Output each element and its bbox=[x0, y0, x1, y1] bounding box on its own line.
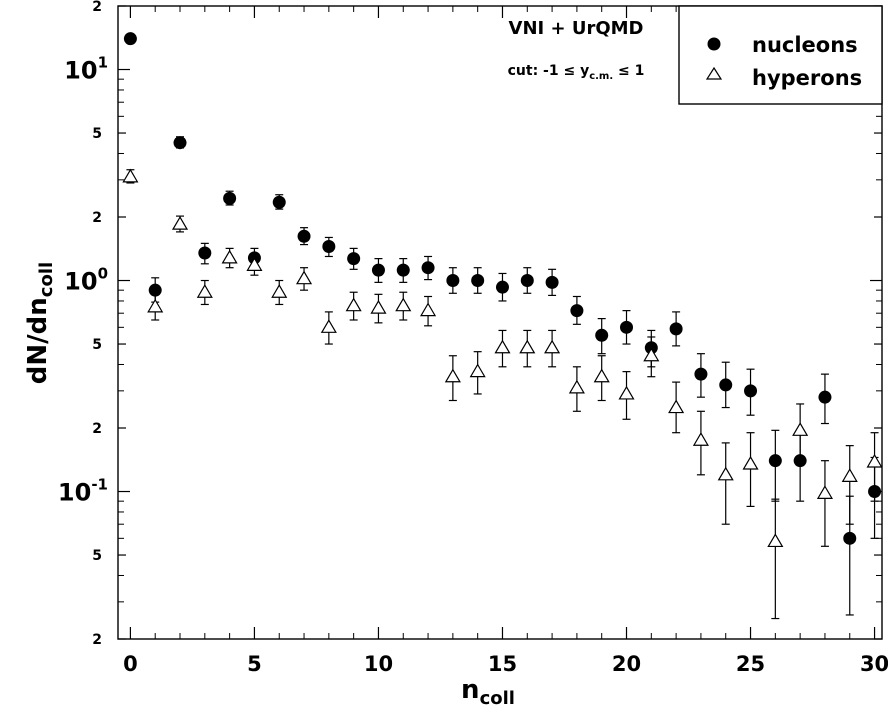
y-axis-title-sub: coll bbox=[36, 262, 57, 297]
nucleons-point bbox=[818, 390, 832, 404]
legend-box bbox=[678, 5, 883, 105]
nucleons-point bbox=[446, 274, 460, 288]
nucleons-point bbox=[471, 274, 485, 288]
hyperons-point bbox=[717, 466, 734, 481]
nucleons-point bbox=[371, 263, 385, 277]
y-axis-title-main: dN/dn bbox=[23, 297, 53, 384]
nucleons-point bbox=[396, 263, 410, 277]
nucleons-point bbox=[843, 531, 857, 545]
hyperons-point bbox=[692, 432, 709, 446]
annotation-title: VNI + UrQMD bbox=[509, 18, 644, 39]
hyperons-point bbox=[171, 215, 189, 230]
nucleons-point bbox=[223, 191, 237, 205]
nucleons-point bbox=[744, 384, 758, 398]
y-tick-label: 5 bbox=[92, 337, 102, 353]
hyperons-point bbox=[767, 533, 784, 548]
nucleons-point bbox=[123, 32, 137, 46]
hyperons-point bbox=[370, 299, 387, 314]
data-points bbox=[122, 32, 883, 620]
nucleons-point bbox=[322, 239, 336, 253]
nucleons-point bbox=[495, 280, 509, 294]
x-tick-label: 10 bbox=[364, 652, 393, 676]
hyperons-point bbox=[345, 297, 362, 312]
plot-frame bbox=[117, 5, 883, 640]
legend-label-nucleons: nucleons bbox=[752, 33, 858, 57]
y-tick-label: 5 bbox=[92, 126, 102, 142]
x-tick-label: 25 bbox=[736, 652, 765, 676]
nucleons-point bbox=[719, 378, 733, 392]
y-tick-label: 2 bbox=[92, 421, 102, 437]
nucleons-point bbox=[768, 454, 782, 468]
hyperons-point bbox=[519, 339, 536, 354]
y-tick-label: 2 bbox=[92, 210, 102, 226]
x-tick-label: 0 bbox=[123, 652, 138, 676]
x-tick-label: 5 bbox=[247, 652, 262, 676]
legend-marker-nucleons bbox=[707, 37, 721, 51]
nucleons-point bbox=[347, 252, 361, 266]
x-axis-title-sub: coll bbox=[480, 688, 515, 709]
nucleons-point bbox=[198, 246, 212, 260]
nucleons-point bbox=[520, 274, 534, 288]
annotation-cut: cut: -1 ≤ yc.m. ≤ 1 bbox=[508, 63, 645, 82]
y-tick-label: 101 bbox=[64, 54, 108, 85]
x-tick-label: 20 bbox=[612, 652, 641, 676]
nucleons-point bbox=[545, 275, 559, 289]
hyperons-point bbox=[246, 257, 263, 271]
hyperons-point bbox=[221, 249, 238, 264]
legend-marker-hyperons bbox=[705, 66, 723, 80]
hyperons-point bbox=[742, 455, 759, 470]
hyperons-point bbox=[271, 284, 288, 298]
nucleons-point bbox=[272, 195, 286, 209]
legend-label-hyperons: hyperons bbox=[752, 66, 862, 90]
hyperons-point bbox=[295, 270, 313, 285]
hyperons-point bbox=[841, 468, 858, 482]
y-tick-label: 10-1 bbox=[58, 476, 108, 507]
hyperons-point bbox=[420, 302, 437, 317]
nucleons-point bbox=[620, 320, 634, 334]
nucleons-point bbox=[694, 367, 708, 381]
nucleons-point bbox=[421, 261, 435, 275]
x-tick-label: 15 bbox=[488, 652, 517, 676]
hyperons-point bbox=[643, 347, 660, 362]
hyperons-point bbox=[444, 368, 461, 383]
annotation-cut-sub: c.m. bbox=[589, 71, 613, 82]
nucleons-point bbox=[595, 328, 609, 342]
y-tick-label: 100 bbox=[64, 265, 108, 296]
y-tick-label: 2 bbox=[92, 0, 102, 15]
hyperons-point bbox=[494, 339, 511, 354]
x-axis-title-main: n bbox=[461, 675, 480, 705]
nucleons-point bbox=[669, 322, 683, 336]
hyperons-point bbox=[147, 298, 164, 313]
x-axis-title: ncoll bbox=[461, 675, 515, 709]
nucleons-point bbox=[173, 136, 187, 150]
hyperons-point bbox=[568, 379, 585, 394]
hyperons-point bbox=[593, 368, 610, 383]
y-axis-title: dN/dncoll bbox=[23, 262, 57, 384]
x-tick-label: 30 bbox=[860, 652, 888, 676]
nucleons-point bbox=[570, 304, 584, 318]
y-tick-label: 2 bbox=[92, 632, 102, 648]
hyperons-point bbox=[792, 422, 809, 436]
hyperons-point bbox=[866, 453, 883, 468]
legend: nucleons hyperons bbox=[678, 5, 883, 105]
hyperons-point bbox=[469, 363, 486, 378]
hyperons-point bbox=[816, 485, 833, 499]
hyperons-point bbox=[668, 399, 685, 414]
annotation-cut-prefix: cut: -1 ≤ y bbox=[508, 63, 590, 79]
hyperons-point bbox=[196, 284, 213, 298]
annotation-cut-suffix: ≤ 1 bbox=[613, 63, 644, 79]
hyperons-point bbox=[618, 385, 635, 400]
nucleons-point bbox=[148, 283, 162, 297]
hyperons-point bbox=[544, 339, 561, 354]
hyperons-point bbox=[320, 319, 337, 333]
nucleons-point bbox=[297, 229, 311, 243]
hyperons-point bbox=[122, 168, 139, 183]
y-tick-label: 5 bbox=[92, 548, 102, 564]
hyperons-point bbox=[395, 297, 412, 312]
